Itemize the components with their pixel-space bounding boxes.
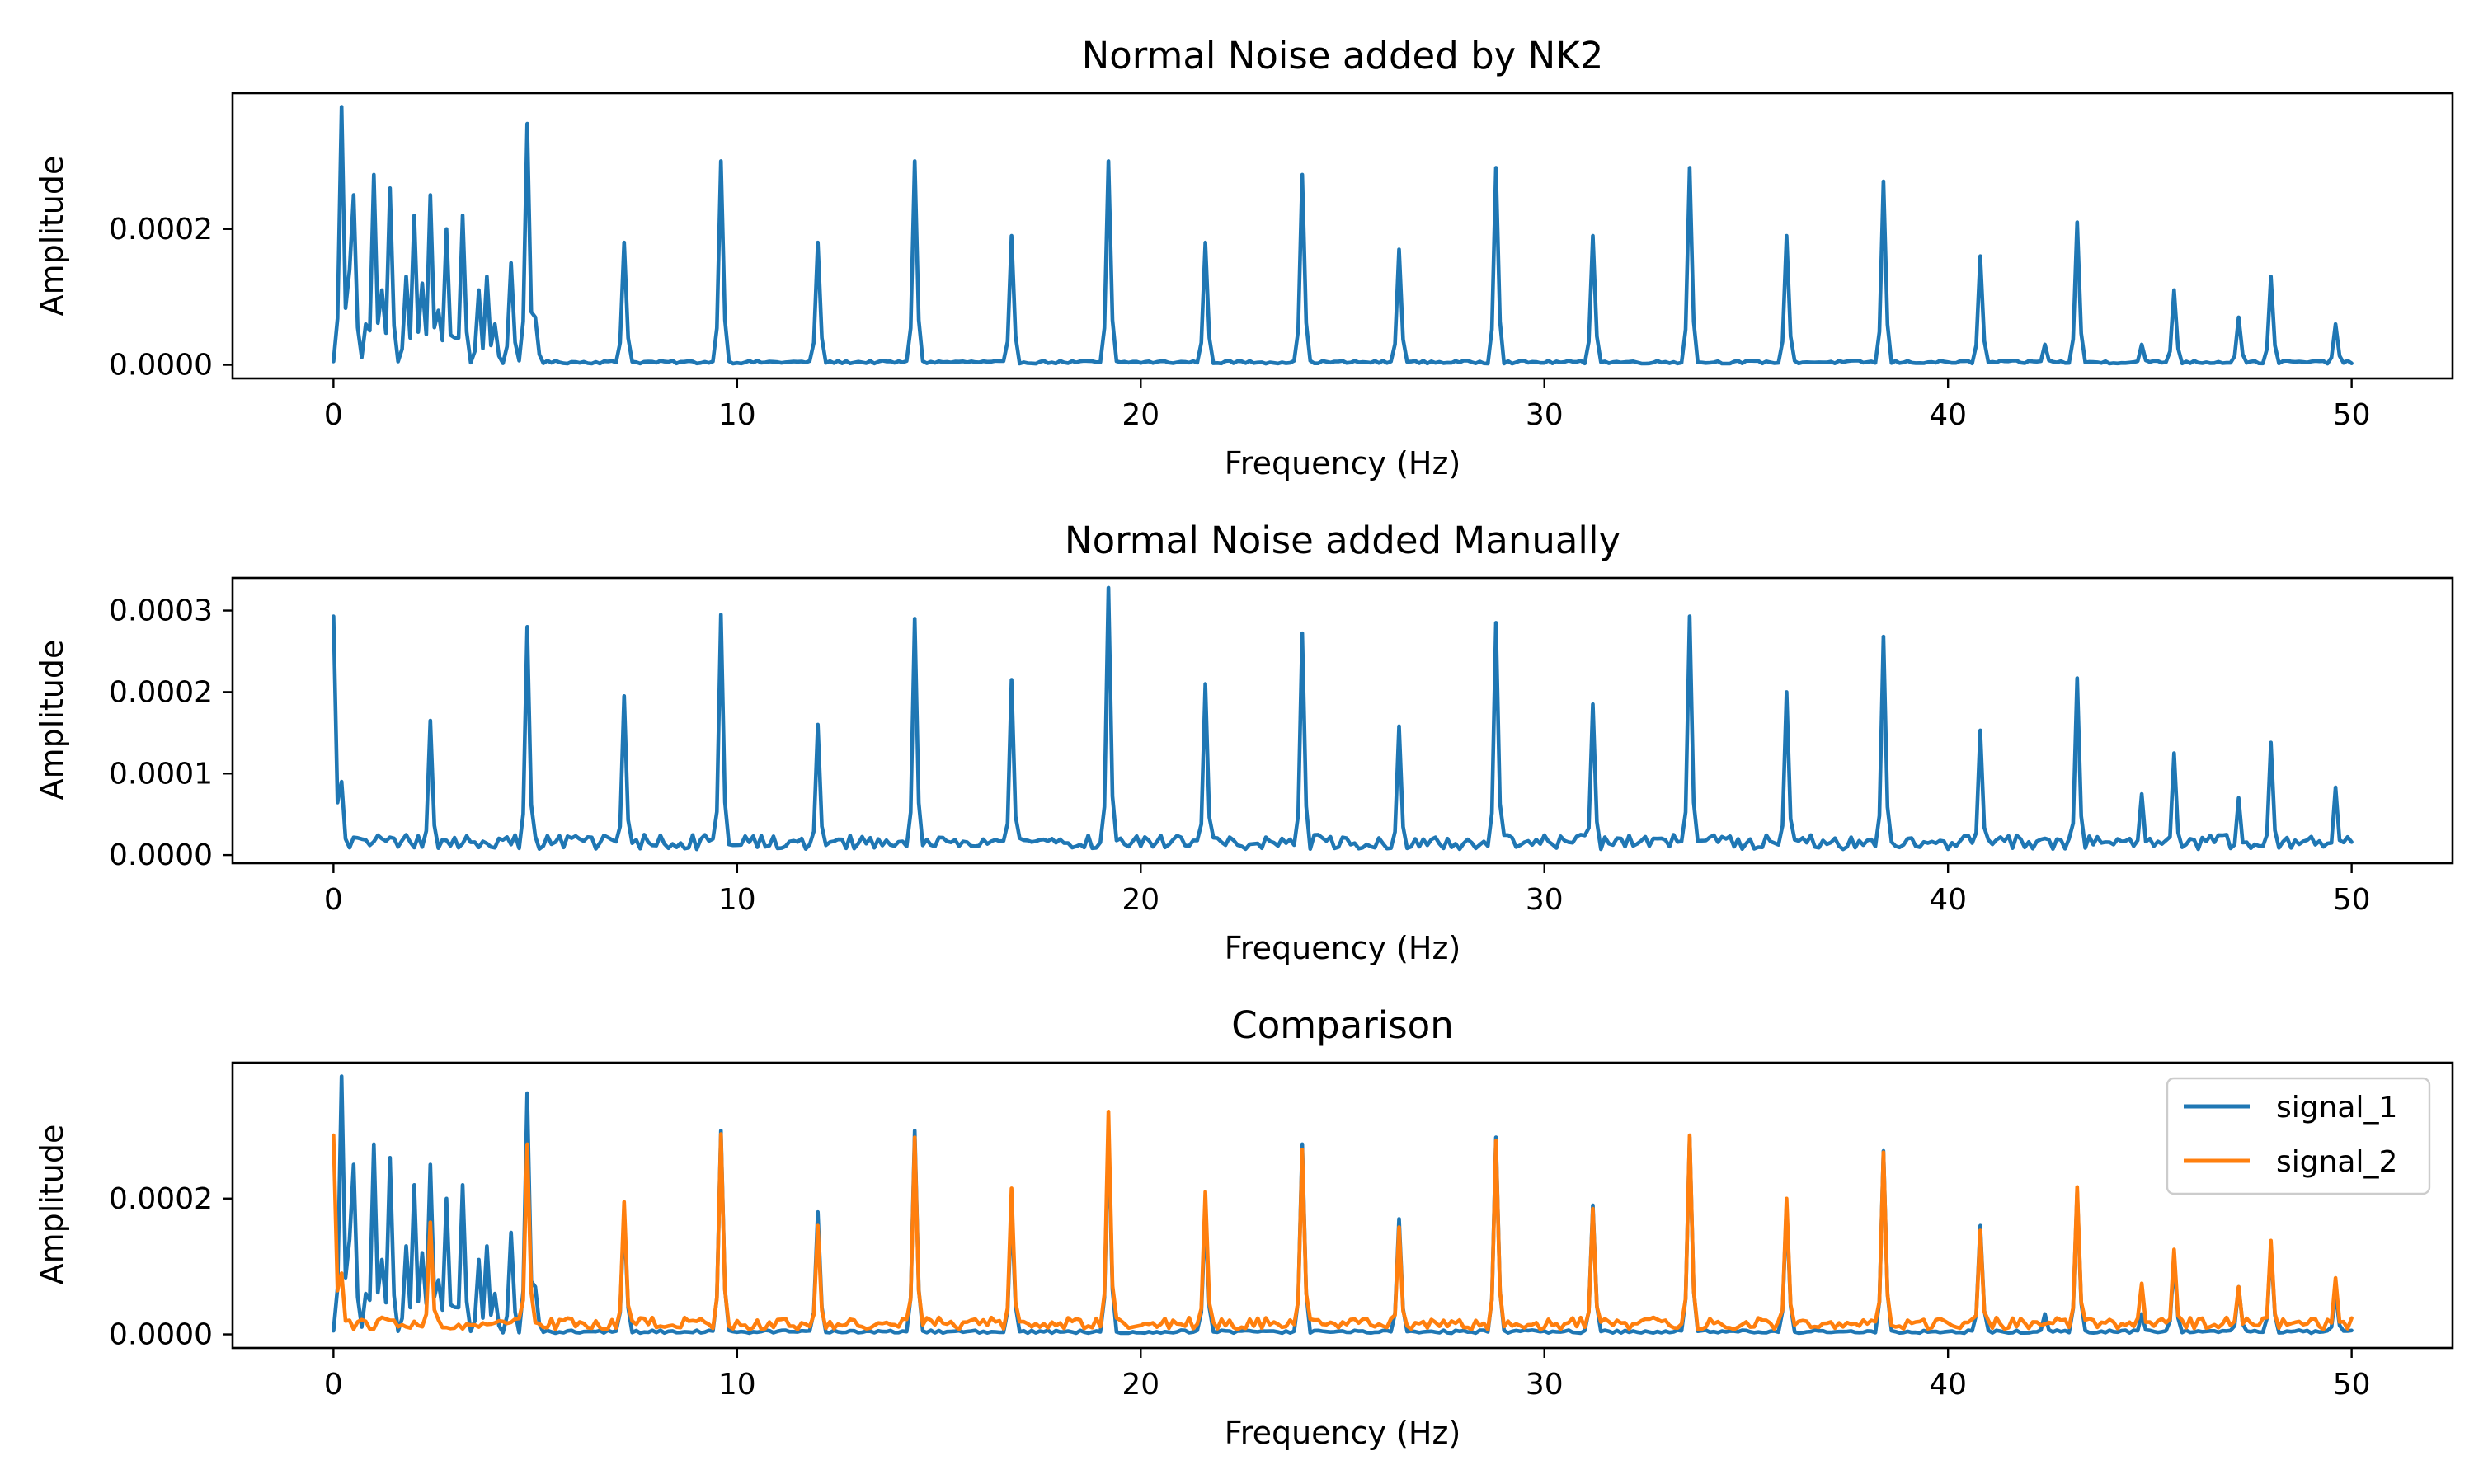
subplot-title: Comparison — [1231, 1003, 1453, 1047]
y-tick-label: 0.0002 — [109, 675, 213, 709]
y-tick-label: 0.0002 — [109, 213, 213, 247]
x-tick-label: 30 — [1526, 1368, 1564, 1402]
y-tick-label: 0.0000 — [109, 1318, 213, 1352]
x-tick-label: 10 — [718, 1368, 756, 1402]
axis-ticks: 0 10 20 30 40 50 0.0000 0.0002 — [109, 1182, 2371, 1402]
y-tick-label: 0.0000 — [109, 838, 213, 872]
x-axis-label: Frequency (Hz) — [1225, 445, 1461, 481]
subplot-comparison: Comparison Frequency (Hz) Amplitude 0 10 2… — [34, 1003, 2454, 1451]
x-tick-label: 40 — [1929, 398, 1967, 432]
series-line-signal_1 — [332, 1074, 2354, 1336]
y-axis-label: Amplitude — [34, 640, 70, 801]
y-tick-label: 0.0000 — [109, 349, 213, 383]
x-tick-label: 0 — [324, 1368, 343, 1402]
x-tick-label: 50 — [2333, 1368, 2371, 1402]
series-line-series-0 — [332, 105, 2354, 366]
axes-frame — [231, 92, 2454, 380]
plot-area — [332, 105, 2354, 366]
series-line-signal_2 — [332, 1110, 2354, 1331]
x-tick-label: 0 — [324, 883, 343, 917]
x-tick-label: 30 — [1526, 398, 1564, 432]
subplot-manual: Normal Noise added Manually Frequency (H… — [34, 519, 2454, 966]
x-tick-label: 0 — [324, 398, 343, 432]
x-axis-label: Frequency (Hz) — [1225, 1415, 1461, 1451]
axes-frame — [231, 576, 2454, 865]
plot-area — [332, 1074, 2354, 1336]
x-tick-label: 50 — [2333, 398, 2371, 432]
x-tick-label: 50 — [2333, 883, 2371, 917]
legend-label-signal-1: signal_1 — [2276, 1091, 2397, 1125]
series-line-series-0 — [332, 585, 2354, 852]
axes-frame — [231, 1061, 2454, 1350]
x-tick-label: 40 — [1929, 1368, 1967, 1402]
x-axis-label: Frequency (Hz) — [1225, 930, 1461, 966]
legend-label-signal-2: signal_2 — [2276, 1145, 2397, 1179]
x-tick-label: 20 — [1122, 883, 1159, 917]
y-tick-label: 0.0002 — [109, 1182, 213, 1216]
y-axis-label: Amplitude — [34, 156, 70, 317]
x-tick-label: 20 — [1122, 1368, 1159, 1402]
axis-ticks: 0 10 20 30 40 50 0.0000 0.0001 0.0002 0.0003 — [109, 594, 2371, 917]
subplot-title: Normal Noise added by NK2 — [1082, 34, 1604, 77]
y-tick-label: 0.0001 — [109, 757, 213, 791]
x-tick-label: 10 — [718, 883, 756, 917]
x-tick-label: 40 — [1929, 883, 1967, 917]
x-tick-label: 10 — [718, 398, 756, 432]
subplot-nk2: Normal Noise added by NK2 Frequency (Hz)… — [34, 34, 2454, 481]
subplot-title: Normal Noise added Manually — [1065, 519, 1620, 562]
y-axis-label: Amplitude — [34, 1125, 70, 1285]
x-tick-label: 30 — [1526, 883, 1564, 917]
x-tick-label: 20 — [1122, 398, 1159, 432]
legend: signal_1 signal_2 — [2166, 1077, 2431, 1195]
axis-ticks: 0 10 20 30 40 50 0.0000 0.0002 — [109, 213, 2371, 432]
y-tick-label: 0.0003 — [109, 594, 213, 628]
plot-area — [332, 585, 2354, 852]
